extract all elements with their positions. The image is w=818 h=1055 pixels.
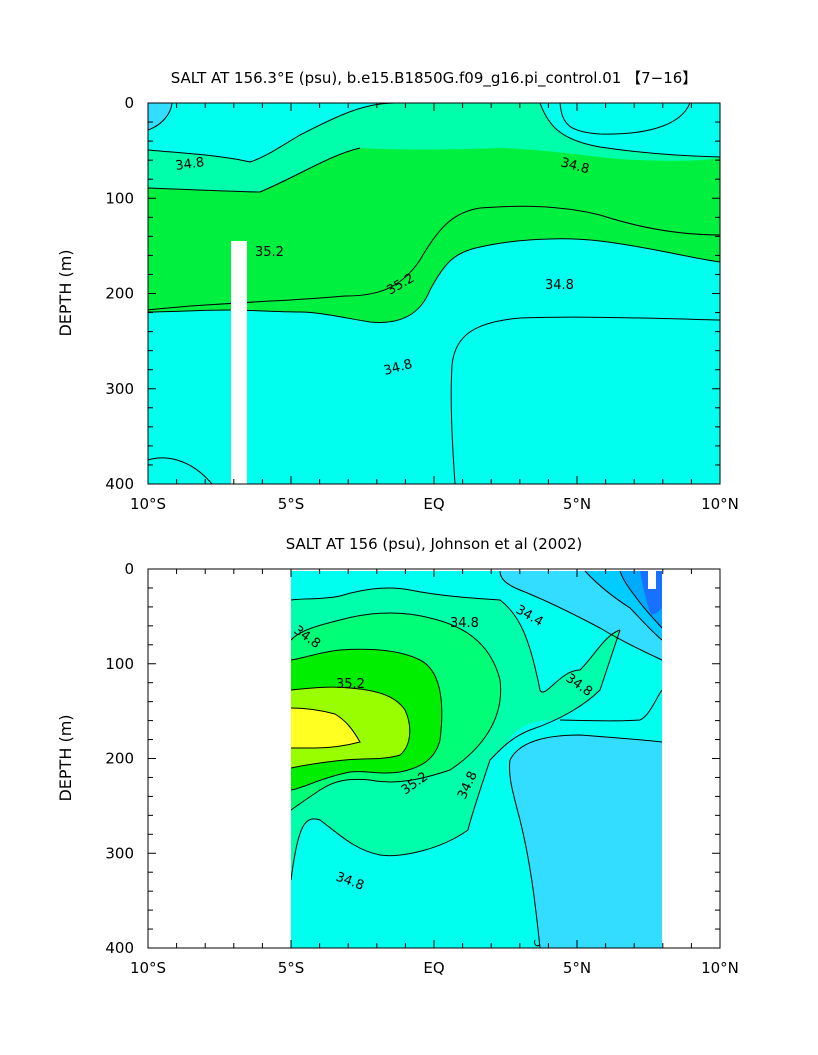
bottom-axes: 10°S 5°S EQ 5°N 10°N 0 100 200 300 400 xyxy=(105,560,739,977)
bottom-clabel: 34.8 xyxy=(450,616,479,631)
bottom-y-tick-label: 300 xyxy=(105,844,134,862)
bottom-level-below-34.0 xyxy=(640,571,662,615)
bottom-x-tick-label: 10°S xyxy=(130,959,166,977)
top-x-tick-label: 5°S xyxy=(278,495,305,513)
top-level-34.6-low xyxy=(451,317,720,484)
bottom-x-tick-label: 5°N xyxy=(563,959,591,977)
top-clabel: 34.8 xyxy=(545,278,574,293)
bottom-level-above-35.6 xyxy=(291,708,360,748)
top-y-tick-label: 100 xyxy=(105,189,134,207)
bottom-level-34.6-34.8-deep xyxy=(509,735,662,948)
panel-bottom: SALT AT 156 (psu), Johnson et al (2002) xyxy=(56,535,739,977)
bottom-y-tick-label: 100 xyxy=(105,655,134,673)
bottom-x-tick-label: EQ xyxy=(423,959,444,977)
bottom-x-tick-label: 5°S xyxy=(278,959,305,977)
bottom-missing-notch xyxy=(648,571,656,589)
top-y-tick-label: 400 xyxy=(105,475,134,493)
bottom-contour-fill xyxy=(148,569,720,948)
top-contour-lines xyxy=(148,103,720,484)
top-x-tick-label: 5°N xyxy=(563,495,591,513)
top-y-axis-label: DEPTH (m) xyxy=(56,249,75,336)
bottom-y-tick-label: 200 xyxy=(105,750,134,768)
top-y-tick-label: 0 xyxy=(124,94,134,112)
top-missing-column xyxy=(231,241,247,484)
bottom-y-tick-label: 400 xyxy=(105,939,134,957)
top-clabel: 35.2 xyxy=(255,245,284,260)
top-contour-fill xyxy=(148,103,720,484)
top-title: SALT AT 156.3°E (psu), b.e15.B1850G.f09_… xyxy=(171,69,698,88)
top-x-tick-label: 10°N xyxy=(701,495,739,513)
top-y-tick-label: 200 xyxy=(105,285,134,303)
bottom-clabel: 35.2 xyxy=(336,677,365,692)
top-x-tick-label: EQ xyxy=(423,495,444,513)
bottom-y-axis-label: DEPTH (m) xyxy=(56,714,75,801)
bottom-x-tick-label: 10°N xyxy=(701,959,739,977)
top-x-tick-label: 10°S xyxy=(130,495,166,513)
bottom-no-data-right xyxy=(662,569,720,948)
bottom-title: SALT AT 156 (psu), Johnson et al (2002) xyxy=(286,535,583,553)
bottom-no-data-left xyxy=(148,569,291,948)
top-axes: 10°S 5°S EQ 5°N 10°N 0 100 200 300 400 xyxy=(105,94,739,513)
top-level-below-34.6-corner xyxy=(148,103,172,130)
top-y-tick-label: 300 xyxy=(105,380,134,398)
top-clabel: 34.8 xyxy=(382,357,414,379)
top-clabel: 34.8 xyxy=(559,155,591,177)
panel-top: SALT AT 156.3°E (psu), b.e15.B1850G.f09_… xyxy=(56,69,739,513)
top-clabel: 34.8 xyxy=(174,155,205,174)
bottom-contour-lines xyxy=(290,570,663,948)
top-level-35.0-35.4 xyxy=(148,148,720,323)
bottom-y-tick-label: 0 xyxy=(124,560,134,578)
